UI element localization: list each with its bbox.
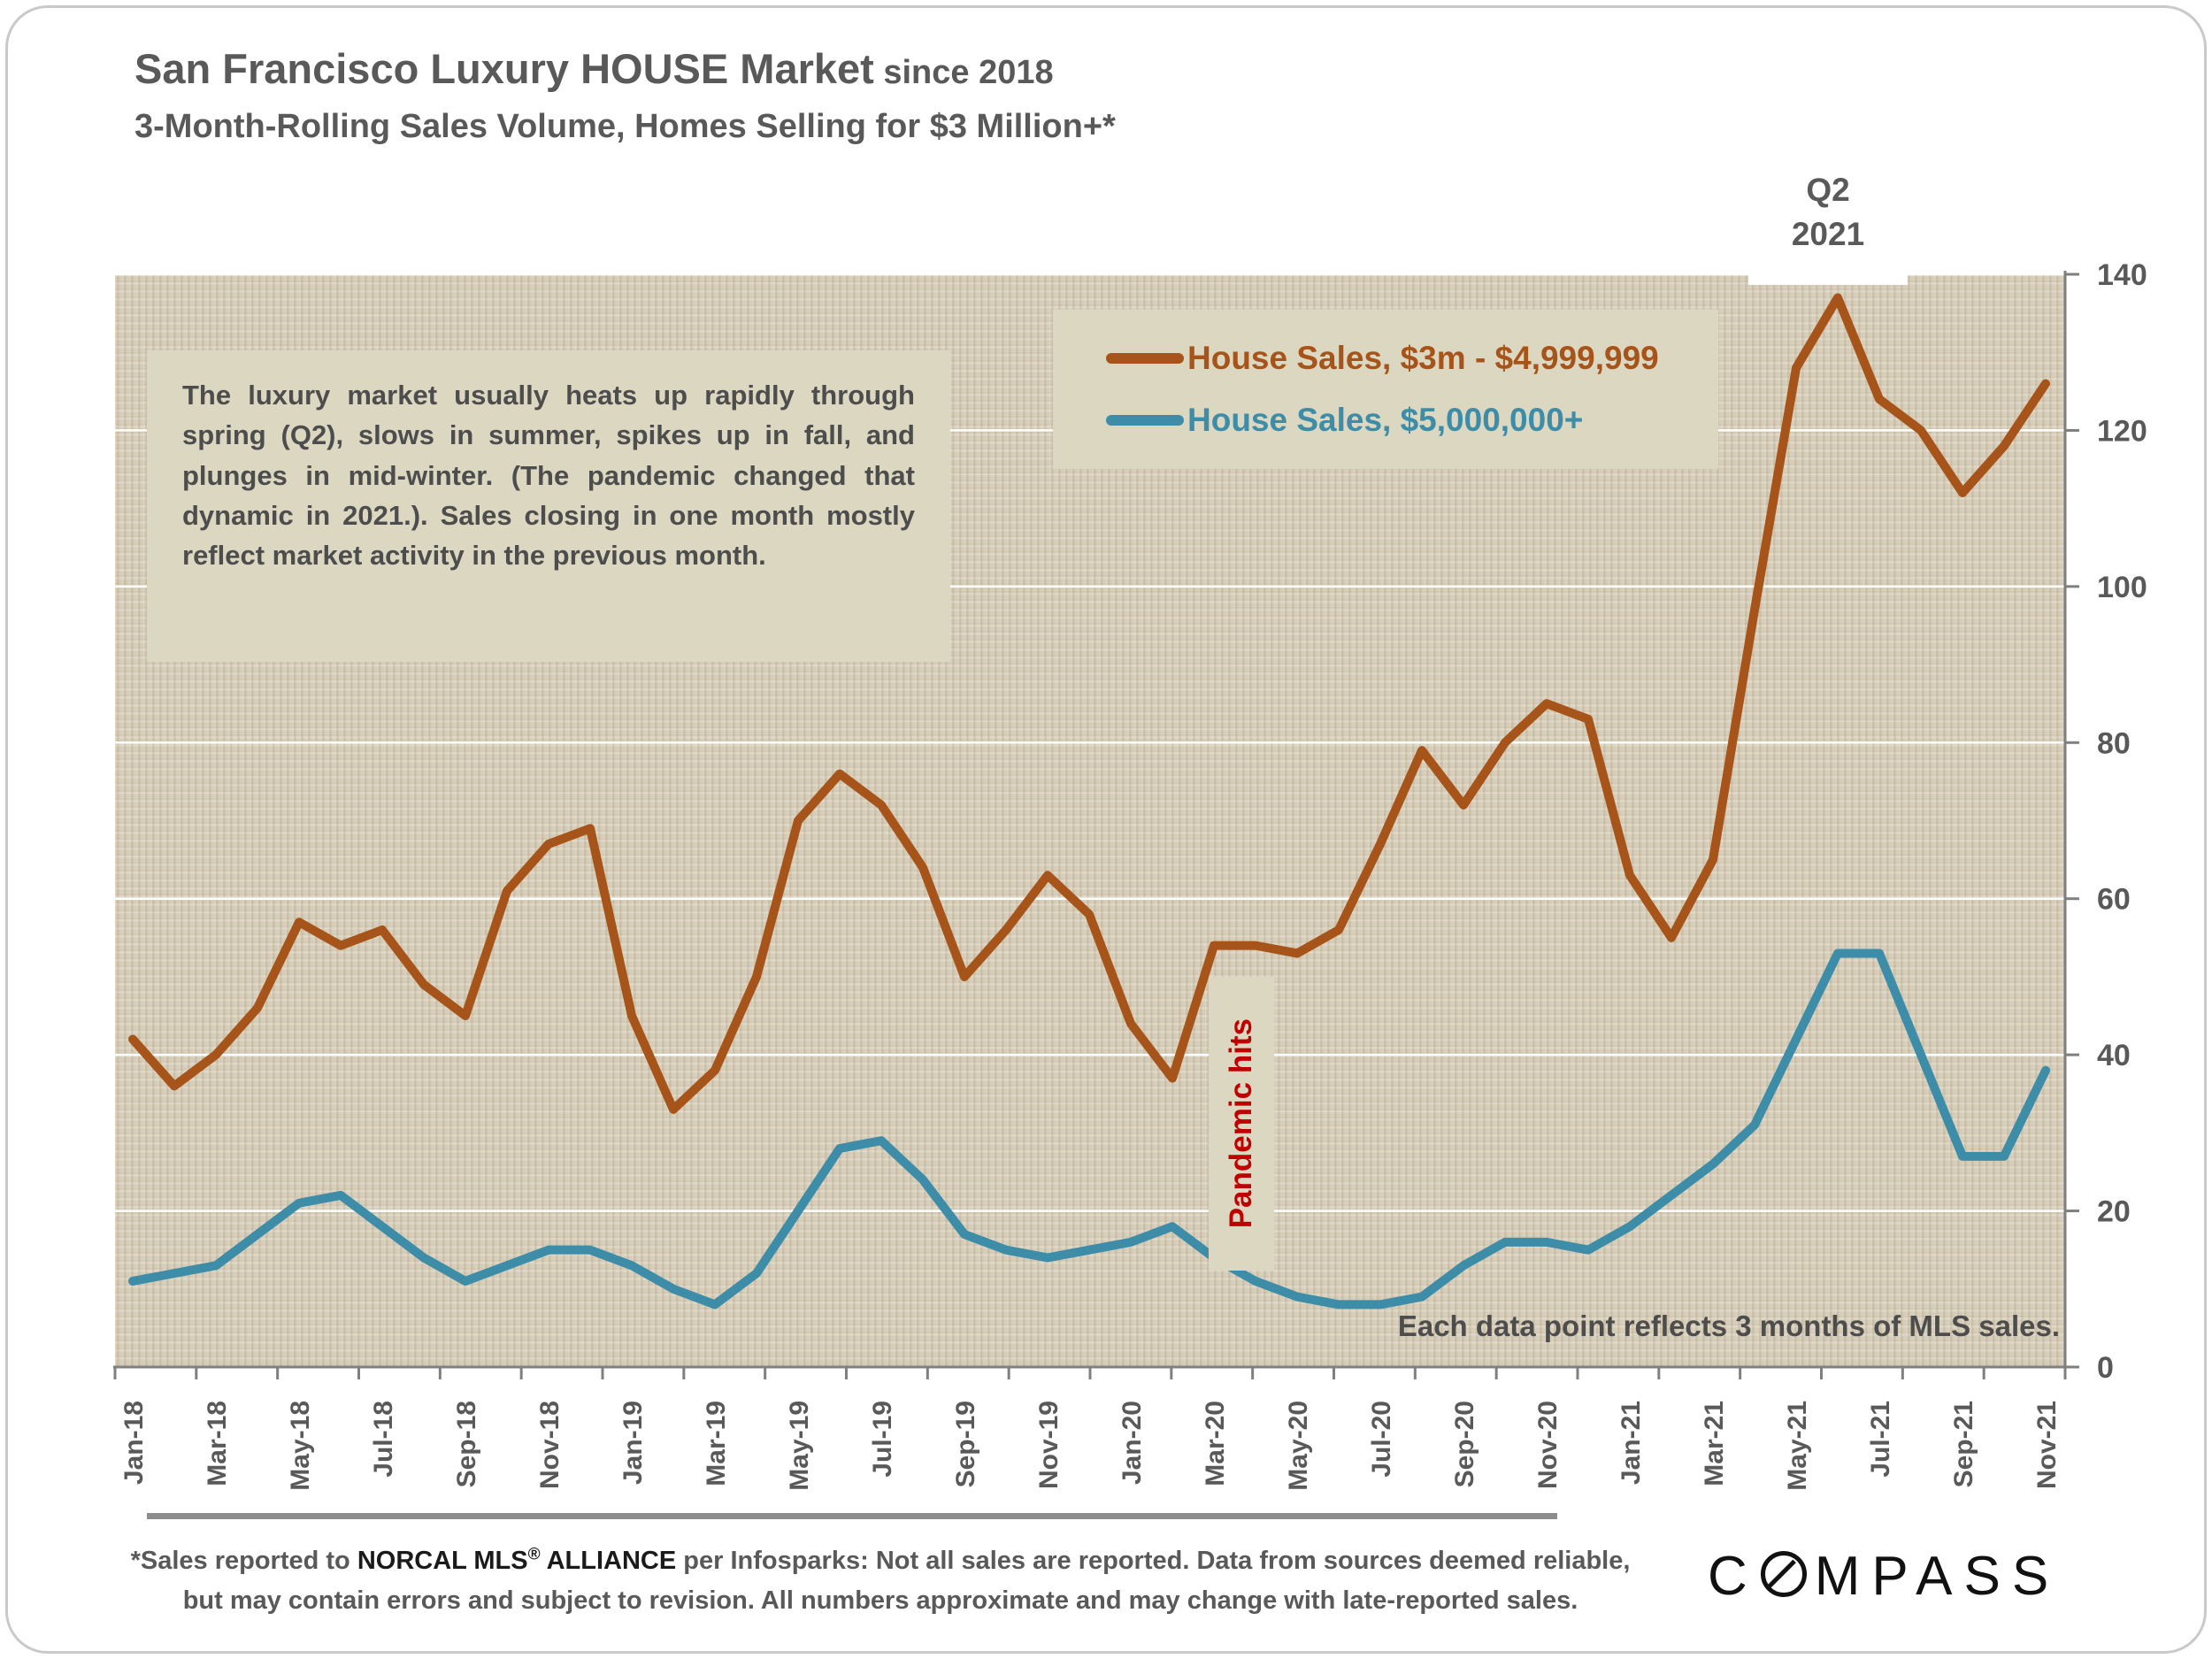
page-subtitle: 3-Month-Rolling Sales Volume, Homes Sell… [134, 108, 1116, 145]
x-tick-label: Jul-21 [1866, 1401, 1895, 1478]
x-tick-label: Mar-18 [203, 1401, 232, 1486]
pandemic-hits-annotation: Pandemic hits [1209, 977, 1274, 1271]
x-tick-label: Jan-18 [119, 1401, 149, 1485]
x-tick-label: Jul-20 [1367, 1401, 1396, 1478]
y-tick-label: 120 [2097, 414, 2147, 448]
footer-divider [147, 1513, 1557, 1519]
x-tick-label: May-18 [286, 1401, 315, 1491]
legend-swatch-3m-icon [1106, 353, 1184, 364]
y-tick-label: 60 [2097, 883, 2131, 917]
x-tick-label: Sep-18 [452, 1401, 481, 1487]
x-tick-label: Nov-20 [1533, 1401, 1563, 1489]
x-tick-label: Jan-21 [1617, 1401, 1646, 1485]
registered-mark: ® [527, 1545, 541, 1564]
series-line-5m-plus [128, 949, 2050, 1310]
x-tick-label: Sep-20 [1450, 1401, 1479, 1487]
y-tick-label: 0 [2097, 1351, 2114, 1385]
x-tick-label: Nov-21 [2032, 1401, 2062, 1489]
x-tick-label: Jul-18 [369, 1401, 398, 1478]
x-tick-label: Jan-19 [618, 1401, 648, 1485]
x-tick-label: Sep-19 [951, 1401, 980, 1487]
legend-item-5m: House Sales, $5,000,000+ [1106, 402, 1718, 439]
y-tick-label: 80 [2097, 726, 2131, 760]
x-tick-label: Jan-20 [1118, 1401, 1147, 1485]
legend: House Sales, $3m - $4,999,999 House Sale… [1053, 310, 1718, 469]
series-line-3m-5m [128, 293, 2050, 1114]
page-title: San Francisco Luxury HOUSE Market since … [134, 44, 1054, 93]
y-tick-label: 140 [2097, 258, 2147, 292]
x-tick-label: Mar-20 [1201, 1401, 1230, 1486]
q2-line2: 2021 [1791, 215, 1865, 252]
x-tick-label: Mar-19 [702, 1401, 731, 1486]
alliance-brand: ALLIANCE [540, 1547, 677, 1575]
data-point-note: Each data point reflects 3 months of MLS… [1397, 1310, 2060, 1342]
legend-label-5m: House Sales, $5,000,000+ [1187, 402, 1584, 438]
norcal-mls-brand: NORCAL MLS [357, 1547, 528, 1575]
commentary-box: The luxury market usually heats up rapid… [147, 350, 950, 662]
footnote-line2: but may contain errors and subject to re… [182, 1586, 1578, 1615]
q2-2021-annotation: Q2 2021 [1748, 168, 1908, 285]
pandemic-hits-label: Pandemic hits [1224, 1018, 1258, 1229]
compass-slashed-o-icon [1760, 1551, 1807, 1597]
x-tick-label: Nov-18 [535, 1401, 565, 1489]
legend-item-3m: House Sales, $3m - $4,999,999 [1106, 340, 1718, 377]
compass-letters-rest: MPASS [1814, 1546, 2061, 1607]
x-tick-label: May-20 [1284, 1401, 1313, 1491]
x-tick-label: Sep-21 [1949, 1401, 1978, 1487]
compass-letter-c: C [1708, 1546, 1759, 1607]
footnote-line1: *Sales reported to NORCAL MLS® ALLIANCE … [130, 1545, 1631, 1575]
q2-line1: Q2 [1806, 172, 1850, 208]
y-tick-label: 100 [2097, 571, 2147, 604]
x-tick-label: May-21 [1783, 1401, 1812, 1491]
legend-label-3m: House Sales, $3m - $4,999,999 [1187, 340, 1659, 376]
title-suffix: since 2018 [873, 54, 1054, 91]
title-main: San Francisco Luxury HOUSE Market [134, 45, 874, 92]
y-tick-label: 40 [2097, 1039, 2131, 1072]
x-tick-label: Mar-21 [1700, 1401, 1729, 1486]
x-tick-label: Nov-19 [1034, 1401, 1064, 1489]
x-tick-label: May-19 [785, 1401, 814, 1491]
compass-logo: C MPASS [1708, 1545, 2060, 1608]
x-tick-label: Jul-19 [868, 1401, 897, 1478]
y-tick-label: 20 [2097, 1195, 2131, 1229]
legend-swatch-5m-icon [1106, 415, 1184, 426]
footnote: *Sales reported to NORCAL MLS® ALLIANCE … [66, 1541, 1694, 1621]
